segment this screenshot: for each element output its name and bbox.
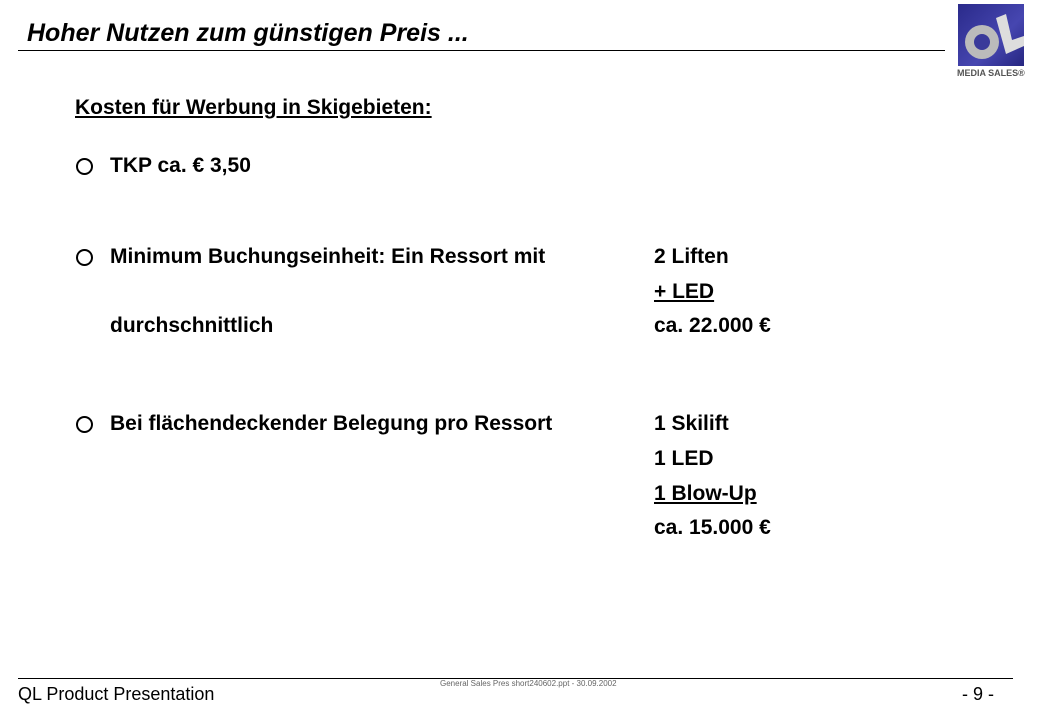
bullet-text: Minimum Buchungseinheit: Ein Ressort mit [110,245,546,268]
bullet-value: ca. 22.000 € [654,314,771,337]
bullet-value: 1 Skilift [654,412,729,435]
bullet-text: TKP ca. € 3,50 [110,154,251,177]
bullet-value: ca. 15.000 € [654,516,771,539]
bullet-text: Bei flächendeckender Belegung pro Ressor… [110,412,553,435]
footer-title: QL Product Presentation [18,684,215,704]
bullet-value: + LED [654,280,715,303]
logo-text: MEDIA SALES® [957,68,1025,78]
bullet-value: 2 Liften [654,245,729,268]
bullet-value: 1 LED [654,447,714,470]
bullet-value: 1 Blow-Up [654,482,757,505]
title-divider [18,50,945,51]
bullet-text: durchschnittlich [110,314,274,337]
ql-logo [958,4,1024,66]
footer-filename: General Sales Pres short240602.ppt - 30.… [440,679,617,688]
slide-title: Hoher Nutzen zum günstigen Preis ... [27,19,469,47]
circle-bullet-icon [76,158,93,175]
content-heading: Kosten für Werbung in Skigebieten: [75,96,432,119]
footer-divider [18,678,1013,679]
page-number: - 9 - [962,684,995,704]
circle-bullet-icon [76,249,93,266]
circle-bullet-icon [76,416,93,433]
